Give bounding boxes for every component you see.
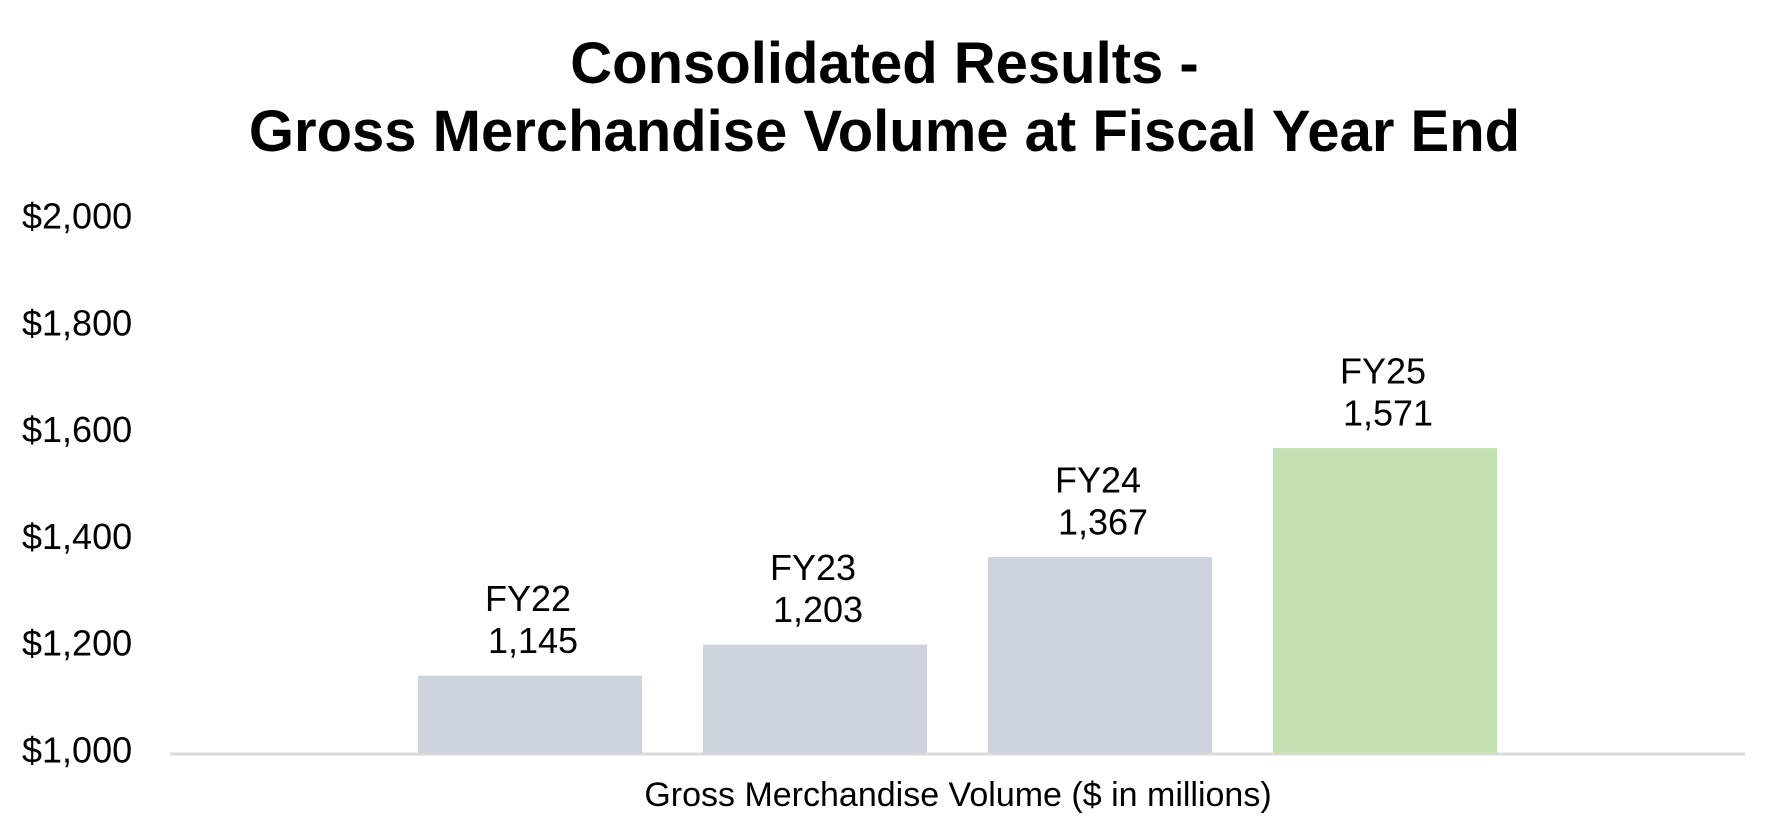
bar-value-label: 1,145 (488, 620, 578, 661)
chart-title-line-2: Gross Merchandise Volume at Fiscal Year … (248, 99, 1521, 164)
y-tick-label: $1,600 (22, 409, 132, 450)
bar-category-label: FY25 (1340, 351, 1426, 392)
chart-title: Consolidated Results - Gross Merchandise… (0, 30, 1769, 166)
bar-value-label: 1,571 (1343, 393, 1433, 434)
x-axis-title: Gross Merchandise Volume ($ in millions) (644, 776, 1271, 814)
y-tick-label: $1,000 (22, 730, 132, 771)
bars (418, 448, 1497, 753)
bar-value-label: 1,203 (773, 589, 863, 630)
bar-fy22 (418, 675, 642, 753)
bar-fy23 (703, 644, 927, 753)
bar-category-label: FY23 (770, 547, 856, 588)
bar-value-label: 1,367 (1058, 502, 1148, 543)
y-axis-tick-labels: $1,000 $1,200 $1,400 $1,600 $1,800 $2,000 (22, 196, 132, 771)
bar-fy25 (1273, 448, 1497, 753)
bar-fy24 (988, 557, 1212, 753)
y-tick-label: $2,000 (22, 196, 132, 237)
bar-category-label: FY22 (485, 578, 571, 619)
y-tick-label: $1,200 (22, 623, 132, 664)
chart-title-line-1: Consolidated Results - (570, 31, 1199, 96)
y-tick-label: $1,800 (22, 302, 132, 343)
y-tick-label: $1,400 (22, 516, 132, 557)
bar-category-label: FY24 (1055, 460, 1141, 501)
